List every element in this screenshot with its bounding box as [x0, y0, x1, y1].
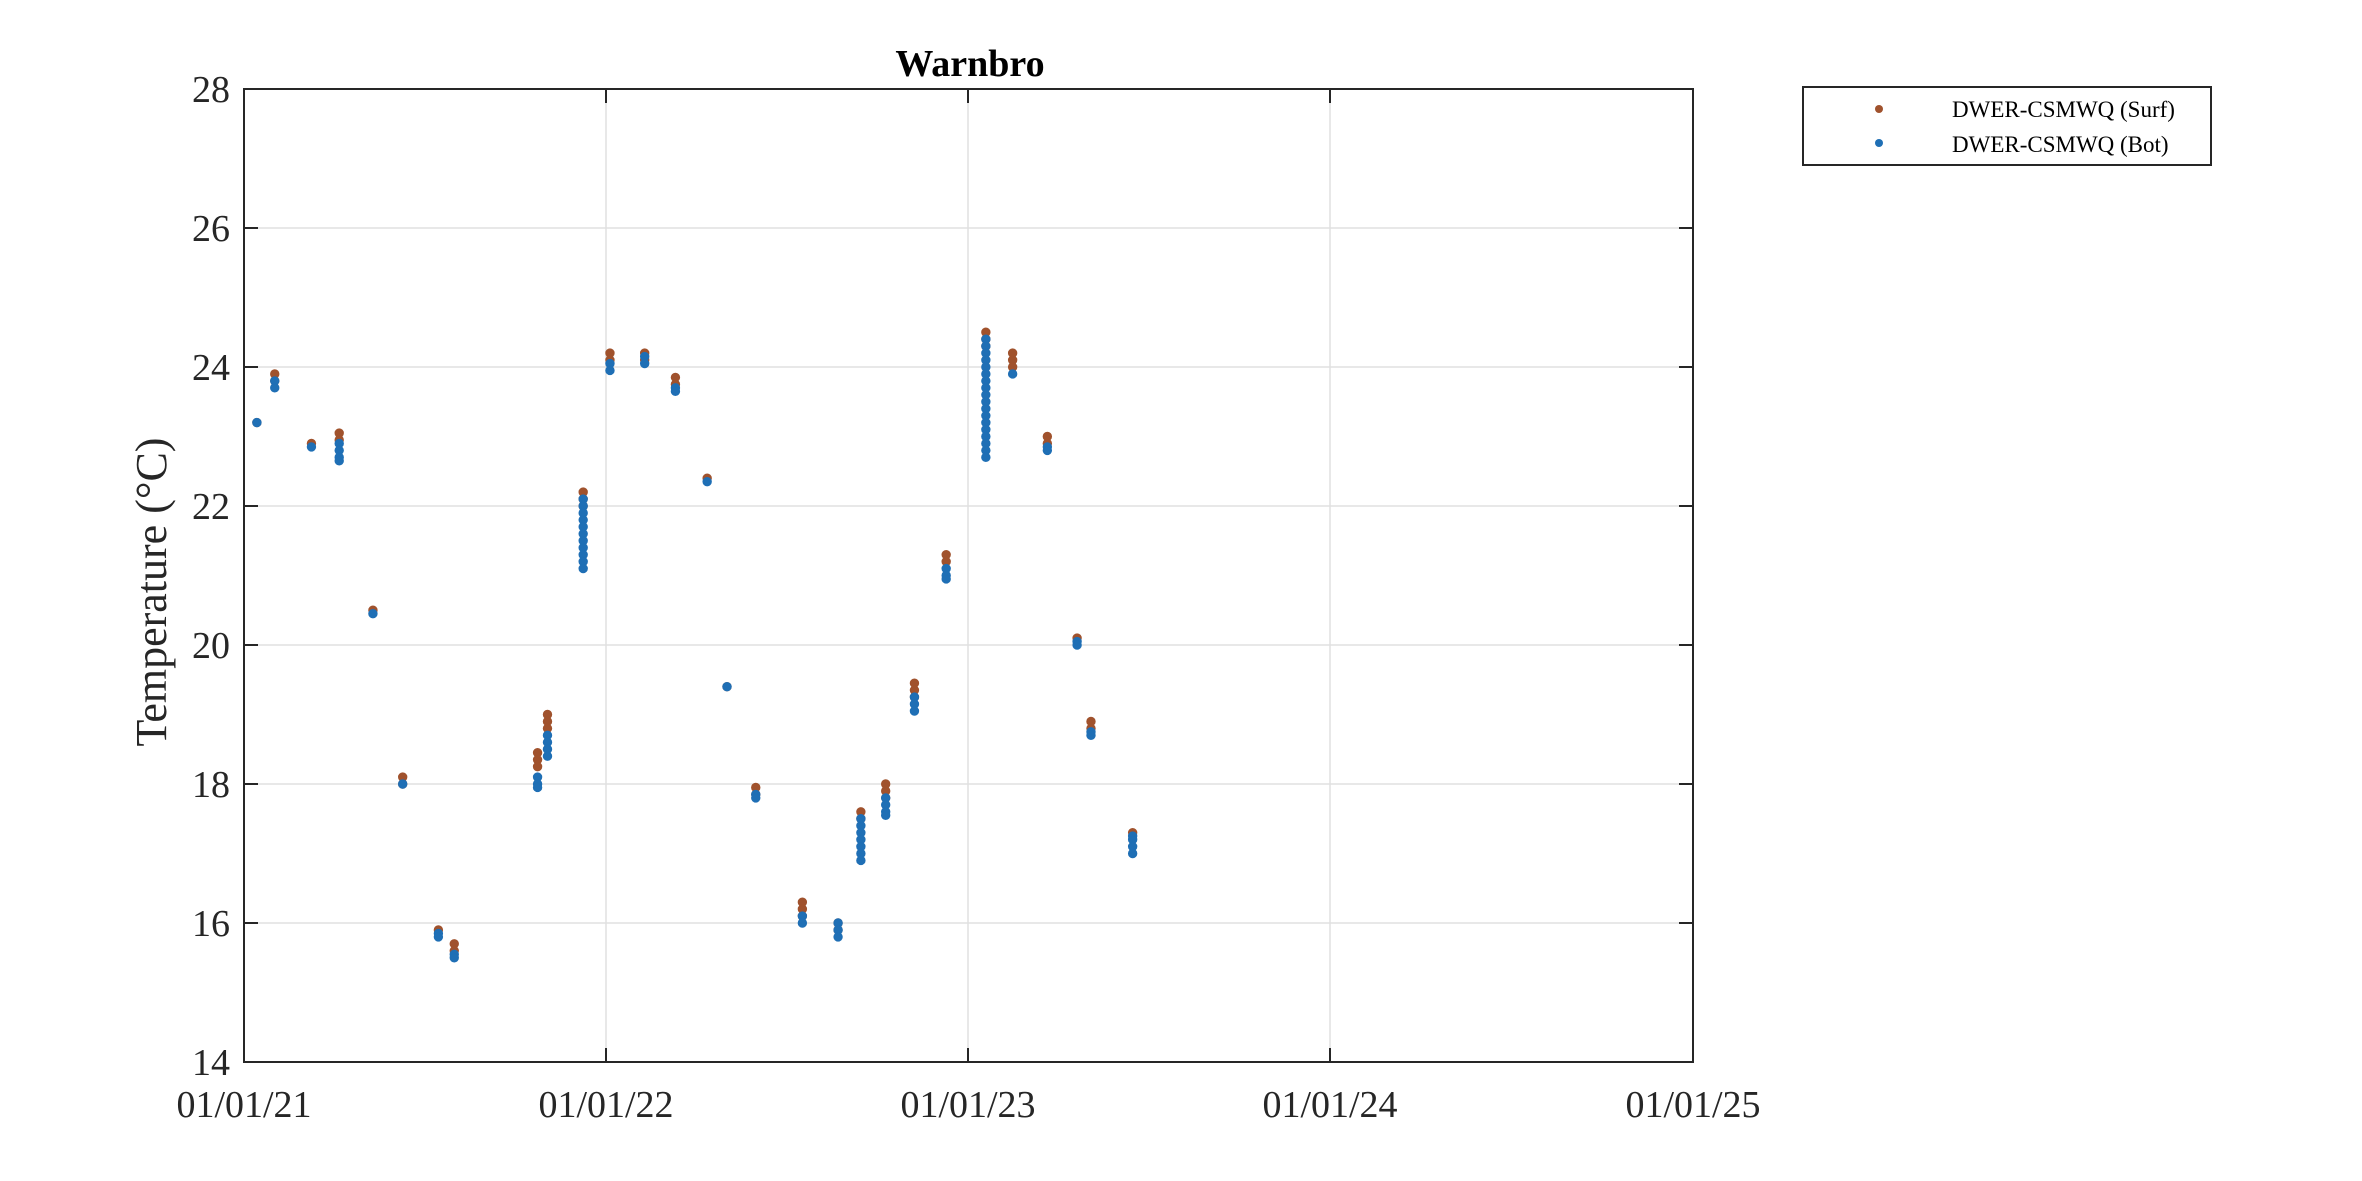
data-point [252, 417, 262, 428]
data-point [1127, 848, 1138, 859]
data-point [1042, 445, 1053, 456]
data-point [722, 682, 732, 692]
data-point [578, 563, 588, 574]
data-point [605, 365, 615, 376]
grid-lines [243, 88, 1694, 1063]
data-point [368, 609, 378, 619]
y-tick-label: 24 [192, 347, 230, 389]
data-point [433, 932, 444, 942]
series-bot [252, 334, 1138, 963]
data-point [334, 456, 344, 466]
data-point [306, 442, 317, 452]
data-point [981, 452, 991, 463]
legend-marker-surf [1875, 105, 1883, 113]
data-point [532, 782, 543, 793]
plot-frame [243, 88, 1694, 1063]
data-point [856, 855, 866, 866]
data-point [670, 386, 681, 397]
y-tick-label: 26 [192, 208, 230, 250]
data-point [941, 574, 951, 584]
chart-title: Warnbro [895, 43, 1044, 85]
x-tick-label: 01/01/24 [1262, 1084, 1397, 1126]
y-tick-label: 16 [192, 903, 230, 945]
data-point [532, 761, 543, 772]
y-tick-label: 28 [192, 69, 230, 111]
legend-label-surf: DWER-CSMWQ (Surf) [1952, 97, 2175, 122]
data-point [880, 810, 891, 820]
data-point [639, 358, 650, 369]
data-point [449, 953, 459, 963]
legend-box [1802, 86, 2212, 166]
y-tick-label: 20 [192, 625, 230, 667]
y-tick-label: 22 [192, 486, 230, 528]
legend: DWER-CSMWQ (Surf) DWER-CSMWQ (Bot) [1802, 86, 2212, 166]
data-point [1007, 369, 1018, 379]
legend-marker-bot [1875, 139, 1883, 147]
data-point [909, 706, 920, 716]
data-point [1072, 640, 1082, 650]
x-tick-label: 01/01/21 [176, 1084, 311, 1126]
data-point [270, 383, 280, 393]
y-tick-label: 14 [192, 1042, 230, 1084]
data-point [542, 751, 553, 761]
x-tick-label: 01/01/25 [1625, 1084, 1760, 1126]
data-point [397, 779, 408, 789]
y-axis-label: Temperature (°C) [127, 438, 176, 747]
data-point [833, 932, 843, 942]
x-tick-label: 01/01/23 [900, 1084, 1035, 1126]
data-point [797, 918, 808, 928]
series-surf [252, 327, 1138, 956]
legend-label-bot: DWER-CSMWQ (Bot) [1952, 132, 2169, 157]
x-tick-label: 01/01/22 [538, 1084, 673, 1126]
data-point [1086, 730, 1096, 741]
tick-labels: 01/01/21 01/01/22 01/01/23 01/01/24 01/01/25… [176, 69, 1760, 1126]
data-point [702, 476, 712, 487]
data-point [751, 793, 761, 803]
data-points [252, 327, 1138, 963]
y-tick-label: 18 [192, 764, 230, 806]
